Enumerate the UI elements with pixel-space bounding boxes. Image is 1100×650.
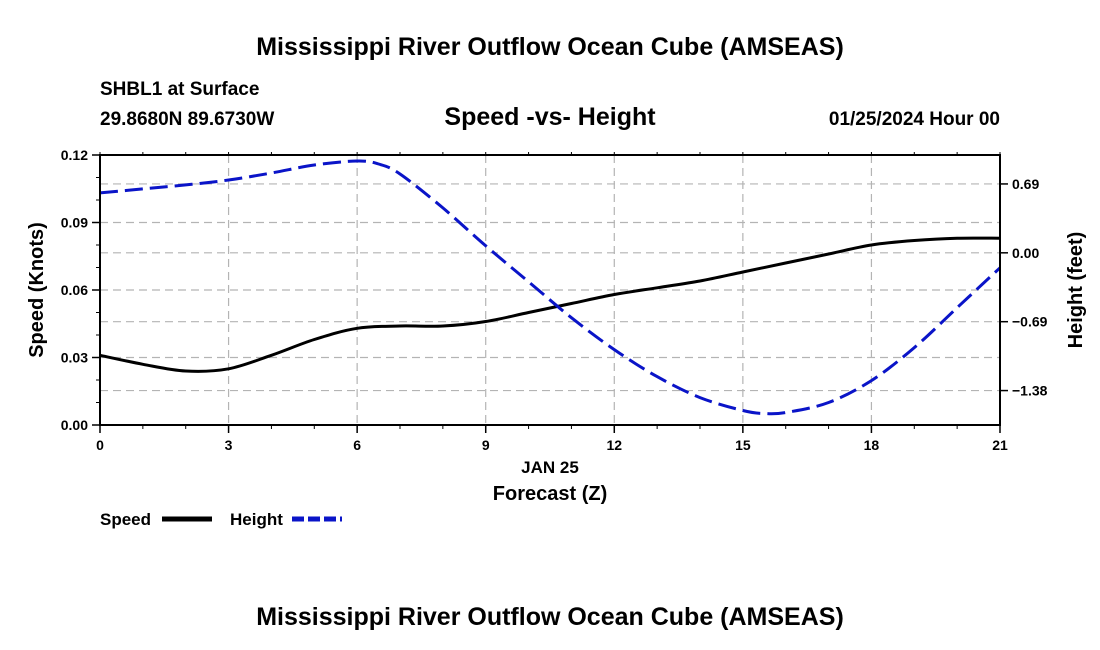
chart-subtitle: Speed -vs- Height xyxy=(444,103,656,131)
y-tick-label-0.09: 0.09 xyxy=(61,215,88,231)
x-tick-label-15: 15 xyxy=(735,437,751,453)
legend-height-label: Height xyxy=(230,510,283,529)
y-tick-label-0.06: 0.06 xyxy=(61,282,88,298)
station-label: SHBL1 at Surface xyxy=(100,79,259,100)
legend: Speed Height xyxy=(100,510,342,529)
series-line-speed xyxy=(99,236,1001,373)
x-tick-label-21: 21 xyxy=(992,437,1008,453)
x-tick-label-18: 18 xyxy=(864,437,880,453)
legend-speed-label: Speed xyxy=(100,510,151,529)
y-tick-label-0.00: 0.00 xyxy=(61,417,88,433)
datetime-label: 01/25/2024 Hour 00 xyxy=(829,109,1000,130)
y-tick-label-0.03: 0.03 xyxy=(61,350,88,366)
x-tick-label-9: 9 xyxy=(482,437,490,453)
date-label: JAN 25 xyxy=(521,458,579,477)
y-axis-label: Speed (Knots) xyxy=(26,222,48,358)
x-tick-label-3: 3 xyxy=(225,437,233,453)
y2-tick-label-−0.69: −0.69 xyxy=(1012,314,1048,330)
footer-title: Mississippi River Outflow Ocean Cube (AM… xyxy=(256,603,844,631)
location-label: 29.8680N 89.6730W xyxy=(100,109,274,130)
y2-axis-label: Height (feet) xyxy=(1065,232,1087,349)
x-tick-label-12: 12 xyxy=(606,437,622,453)
y-tick-label-0.12: 0.12 xyxy=(61,147,88,163)
series-line-height xyxy=(99,159,1002,416)
grid-lines xyxy=(100,155,1000,425)
axis-ticks: 0 3 6 9 12 15 18 21 0.00 0.03 0.06 0.09 0.12 −1.38 −0.… xyxy=(61,147,1048,453)
x-tick-label-0: 0 xyxy=(96,437,104,453)
series-lines xyxy=(99,159,1002,416)
y2-tick-label-−1.38: −1.38 xyxy=(1012,383,1048,399)
main-title: Mississippi River Outflow Ocean Cube (AM… xyxy=(256,33,844,61)
y2-tick-label-0.00: 0.00 xyxy=(1012,245,1039,261)
x-tick-label-6: 6 xyxy=(353,437,361,453)
x-axis-label: Forecast (Z) xyxy=(493,483,607,505)
y2-tick-label-0.69: 0.69 xyxy=(1012,176,1039,192)
